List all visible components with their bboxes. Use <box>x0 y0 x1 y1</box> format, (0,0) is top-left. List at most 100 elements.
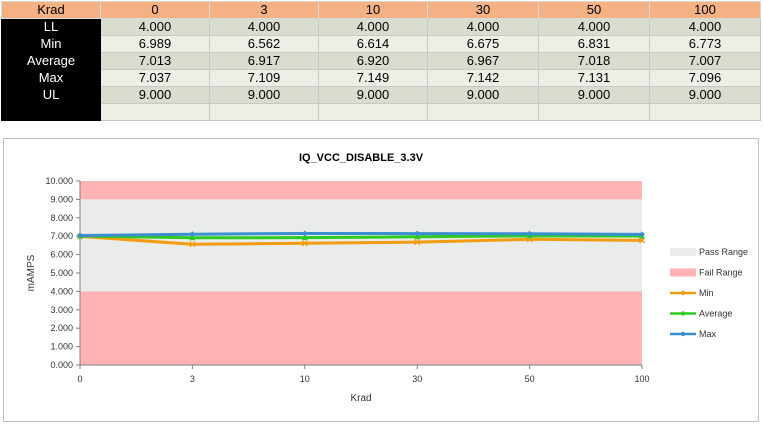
table-row-label: UL <box>1 86 101 104</box>
x-tick-label: 100 <box>634 374 649 384</box>
table-cell: 7.109 <box>209 69 319 87</box>
legend-swatch-marker <box>680 311 686 316</box>
chart-title: IQ_VCC_DISABLE_3.3V <box>299 152 424 164</box>
table-cell: 9.000 <box>318 86 428 104</box>
series-line-max <box>79 231 643 238</box>
table-cell: 7.007 <box>649 52 761 70</box>
table-row-label <box>1 103 101 121</box>
table-column-header: 100 <box>649 1 761 19</box>
legend-swatch-band <box>670 248 696 256</box>
table-header-label: Krad <box>1 1 101 19</box>
x-tick-label: 10 <box>300 374 310 384</box>
table-column-header: 50 <box>538 1 650 19</box>
table-column-header: 0 <box>100 1 210 19</box>
series-line-average <box>79 234 643 240</box>
table-header-row: Krad 0 3 10 30 50 100 <box>1 1 761 19</box>
y-tick-label: 6.000 <box>50 250 73 260</box>
table-row-label: Average <box>1 52 101 70</box>
table-cell <box>649 103 761 121</box>
table-column-header: 10 <box>318 1 428 19</box>
data-point-max <box>639 231 645 238</box>
table-row: UL 9.000 9.000 9.000 9.000 9.000 9.000 <box>1 86 761 104</box>
table-cell: 9.000 <box>209 86 319 104</box>
table-row: Average 7.013 6.917 6.920 6.967 7.018 7.007 <box>1 52 761 70</box>
table-row-label: LL <box>1 18 101 36</box>
table-cell <box>318 103 428 121</box>
y-tick-label: 8.000 <box>50 213 73 223</box>
table-cell: 6.614 <box>318 35 428 53</box>
chart-container: IQ_VCC_DISABLE_3.3V 0.000 1.000 2.000 3.000 4… <box>3 138 759 422</box>
table-cell: 6.562 <box>209 35 319 53</box>
x-tick-label: 0 <box>77 374 82 384</box>
x-tick-label: 3 <box>190 374 195 384</box>
table-cell: 4.000 <box>427 18 539 36</box>
table-cell: 7.096 <box>649 69 761 87</box>
y-tick-label: 5.000 <box>50 268 73 278</box>
table-row-label: Min <box>1 35 101 53</box>
y-tick-label: 0.000 <box>50 360 73 370</box>
data-point-min <box>301 240 308 247</box>
data-point-max <box>414 230 421 237</box>
x-tick-label: 30 <box>412 374 422 384</box>
table-column-header: 3 <box>209 1 319 19</box>
table-cell <box>427 103 539 121</box>
table-column-header: 30 <box>427 1 539 19</box>
legend-label: Min <box>699 288 714 298</box>
table-cell: 7.142 <box>427 69 539 87</box>
table-cell: 9.000 <box>649 86 761 104</box>
table-cell: 4.000 <box>318 18 428 36</box>
data-point-min <box>638 237 646 244</box>
table-cell: 9.000 <box>100 86 210 104</box>
table-cell: 4.000 <box>209 18 319 36</box>
y-tick-label: 4.000 <box>50 286 73 296</box>
table-cell: 6.989 <box>100 35 210 53</box>
table-cell <box>100 103 210 121</box>
y-tick-label: 1.000 <box>50 342 73 352</box>
table-cell: 9.000 <box>538 86 650 104</box>
table-cell: 6.773 <box>649 35 761 53</box>
table-cell: 7.013 <box>100 52 210 70</box>
y-tick-label: 7.000 <box>50 231 73 241</box>
data-point-min <box>189 241 196 248</box>
table-row: Min 6.989 6.562 6.614 6.675 6.831 6.773 <box>1 35 761 53</box>
table-cell: 9.000 <box>427 86 539 104</box>
legend-swatch-marker <box>680 331 686 337</box>
data-point-min <box>414 239 421 246</box>
data-point-average <box>301 234 308 241</box>
data-point-max <box>77 232 83 239</box>
series-line-min <box>79 234 643 246</box>
legend-label: Pass Range <box>699 247 748 257</box>
table-row: LL 4.000 4.000 4.000 4.000 4.000 4.000 <box>1 18 761 36</box>
table-row-label: Max <box>1 69 101 87</box>
data-point-max <box>189 231 196 238</box>
table-row: Max 7.037 7.109 7.149 7.142 7.131 7.096 <box>1 69 761 87</box>
table-cell: 6.967 <box>427 52 539 70</box>
table-cell <box>209 103 319 121</box>
chart-svg: IQ_VCC_DISABLE_3.3V 0.000 1.000 2.000 3.000 4… <box>26 152 748 404</box>
data-point-average <box>189 234 196 241</box>
table-row <box>1 103 761 121</box>
pass-range-band <box>80 199 642 292</box>
legend-label: Fail Range <box>699 268 743 278</box>
fail-range-band <box>80 181 642 200</box>
y-tick-label: 3.000 <box>50 305 73 315</box>
table-cell: 7.037 <box>100 69 210 87</box>
legend-swatch-marker <box>680 290 686 296</box>
data-point-max <box>526 230 533 237</box>
y-tick-label: 9.000 <box>50 194 73 204</box>
y-axis-label: mAMPS <box>26 254 37 291</box>
table-cell <box>538 103 650 121</box>
table-cell: 4.000 <box>649 18 761 36</box>
table-cell: 6.831 <box>538 35 650 53</box>
legend-label: Max <box>699 329 717 339</box>
table-cell: 6.917 <box>209 52 319 70</box>
table-cell: 6.920 <box>318 52 428 70</box>
table-cell: 4.000 <box>100 18 210 36</box>
table-cell: 7.018 <box>538 52 650 70</box>
data-table: Krad 0 3 10 30 50 100 LL 4.000 4.000 4.000 4.000 4.0… <box>1 1 761 121</box>
legend-swatch-band <box>670 268 696 277</box>
x-axis-label: Krad <box>350 393 371 404</box>
y-tick-label: 10.000 <box>45 176 73 186</box>
table-cell: 4.000 <box>538 18 650 36</box>
x-tick-label: 50 <box>525 374 535 384</box>
